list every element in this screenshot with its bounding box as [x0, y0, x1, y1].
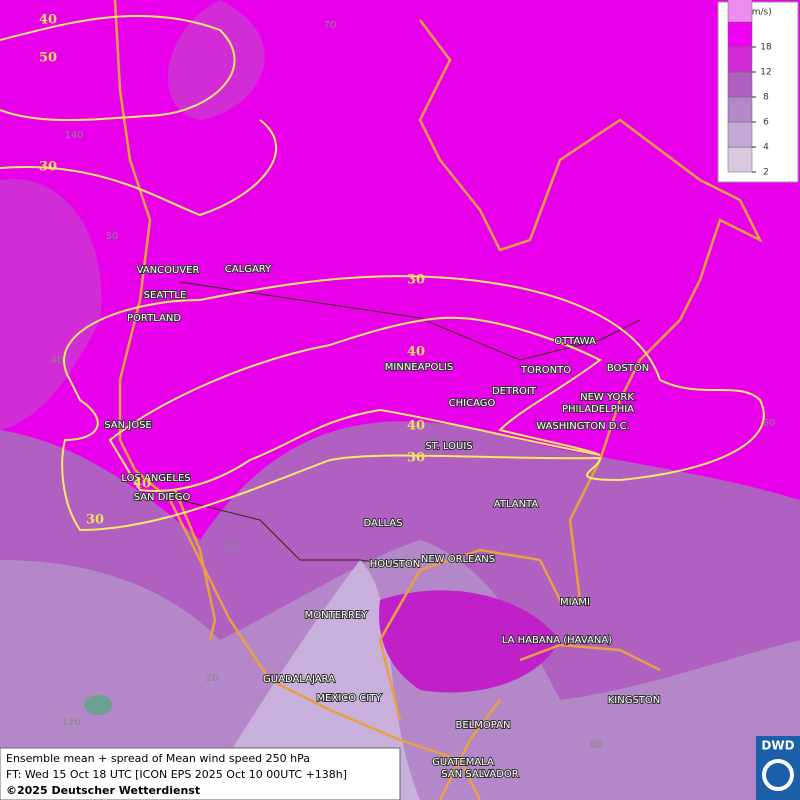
contour-label: 40	[133, 477, 151, 492]
caption-box	[0, 747, 401, 800]
city-label: LOS ANGELES	[121, 473, 190, 484]
legend-swatch	[727, 121, 753, 148]
legend-swatch	[727, 96, 753, 123]
legend-tick-label: 8	[763, 93, 769, 103]
legend: (m/s) 2 4 6 8 12 18	[717, 0, 799, 183]
field	[0, 178, 102, 430]
grid-label: 20	[206, 673, 219, 684]
field	[84, 695, 112, 715]
city-label: SAN DIEGO	[134, 492, 191, 503]
grid-label: 120	[61, 717, 80, 728]
city-label: MIAMI	[560, 597, 590, 608]
legend-swatch	[727, 46, 753, 73]
field	[379, 590, 560, 693]
legend-swatch	[727, 0, 753, 23]
caption-line: FT: Wed 15 Oct 18 UTC [ICON EPS 2025 Oct…	[6, 768, 347, 781]
city-label: SEATTLE	[144, 290, 187, 301]
city-label: GUATEMALA	[432, 757, 494, 768]
city-label: BELMOPAN	[456, 720, 511, 731]
contour	[108, 316, 602, 492]
city-label: BOSTON	[607, 363, 649, 374]
coastline	[173, 489, 217, 641]
legend-tick-label: 12	[760, 68, 771, 78]
city-label: VANCOUVER	[137, 265, 200, 276]
city-label: CHICAGO	[449, 398, 496, 409]
legend-swatch	[727, 21, 753, 48]
contour-label: 30	[86, 513, 104, 528]
city-label: MINNEAPOLIS	[385, 362, 453, 373]
contour	[61, 275, 765, 532]
city-label: GUADALAJARA	[263, 674, 335, 685]
contour	[0, 119, 278, 217]
coastline	[519, 643, 661, 672]
grid-label: 50	[106, 231, 119, 242]
city-label: ST. LOUIS	[425, 441, 472, 452]
contour-label: 30	[407, 451, 425, 466]
grid-label: 60	[763, 418, 776, 429]
grid-label: 80	[590, 740, 603, 751]
coastline	[438, 699, 501, 800]
city-label: DALLAS	[364, 518, 403, 529]
city-label: PORTLAND	[127, 313, 181, 324]
caption-line: ©2025 Deutscher Wetterdienst	[6, 784, 200, 797]
contour-label: 40	[407, 345, 425, 360]
legend-unit: (m/s)	[748, 8, 772, 18]
caption-line: Ensemble mean + spread of Mean wind spee…	[6, 752, 310, 765]
legend-swatch	[727, 71, 753, 98]
contour-label: 30	[39, 160, 57, 175]
city-label: MONTERREY	[305, 610, 369, 621]
city-label: HOUSTON	[370, 559, 421, 570]
logo: DWD	[761, 739, 794, 753]
grid-label: 40	[51, 355, 64, 366]
grid-label: 70	[324, 20, 337, 31]
coastline	[378, 19, 763, 721]
contour-label: 40	[407, 419, 425, 434]
field	[167, 0, 265, 120]
city-label: NEW ORLEANS	[421, 554, 495, 565]
city-label: OTTAWA	[554, 336, 596, 347]
grid-label: 140	[64, 130, 83, 141]
city-label: SAN JOSE	[104, 420, 152, 431]
city-label: NEW YORK	[580, 392, 634, 403]
field	[200, 560, 420, 800]
city-label: PHILADELPHIA	[562, 404, 634, 415]
city-label: DETROIT	[492, 386, 537, 397]
contour	[0, 15, 236, 121]
legend-tick-label: 18	[760, 43, 772, 53]
contour-label: 40	[39, 13, 57, 28]
border	[179, 281, 641, 361]
city-label: TORONTO	[520, 365, 571, 376]
city-label: WASHINGTON D.C.	[536, 421, 630, 432]
legend-tick-label: 6	[763, 118, 769, 128]
city-label: LA HABANA (HAVANA)	[502, 635, 612, 646]
city-label: CALGARY	[225, 264, 272, 275]
contour-label: 30	[407, 273, 425, 288]
city-label: SAN SALVADOR	[441, 769, 518, 780]
legend-tick-label: 4	[763, 143, 769, 153]
city-label: ATLANTA	[494, 499, 539, 510]
border	[179, 499, 396, 566]
logo-swirl	[762, 759, 794, 791]
legend-tick-label: 2	[763, 168, 769, 178]
grid-label: 30	[225, 541, 238, 552]
city-label: MEXICO CITY	[317, 693, 383, 704]
city-label: KINGSTON	[608, 695, 661, 706]
legend-swatch	[727, 146, 753, 173]
contours	[0, 15, 765, 532]
contour-label: 50	[39, 51, 57, 66]
